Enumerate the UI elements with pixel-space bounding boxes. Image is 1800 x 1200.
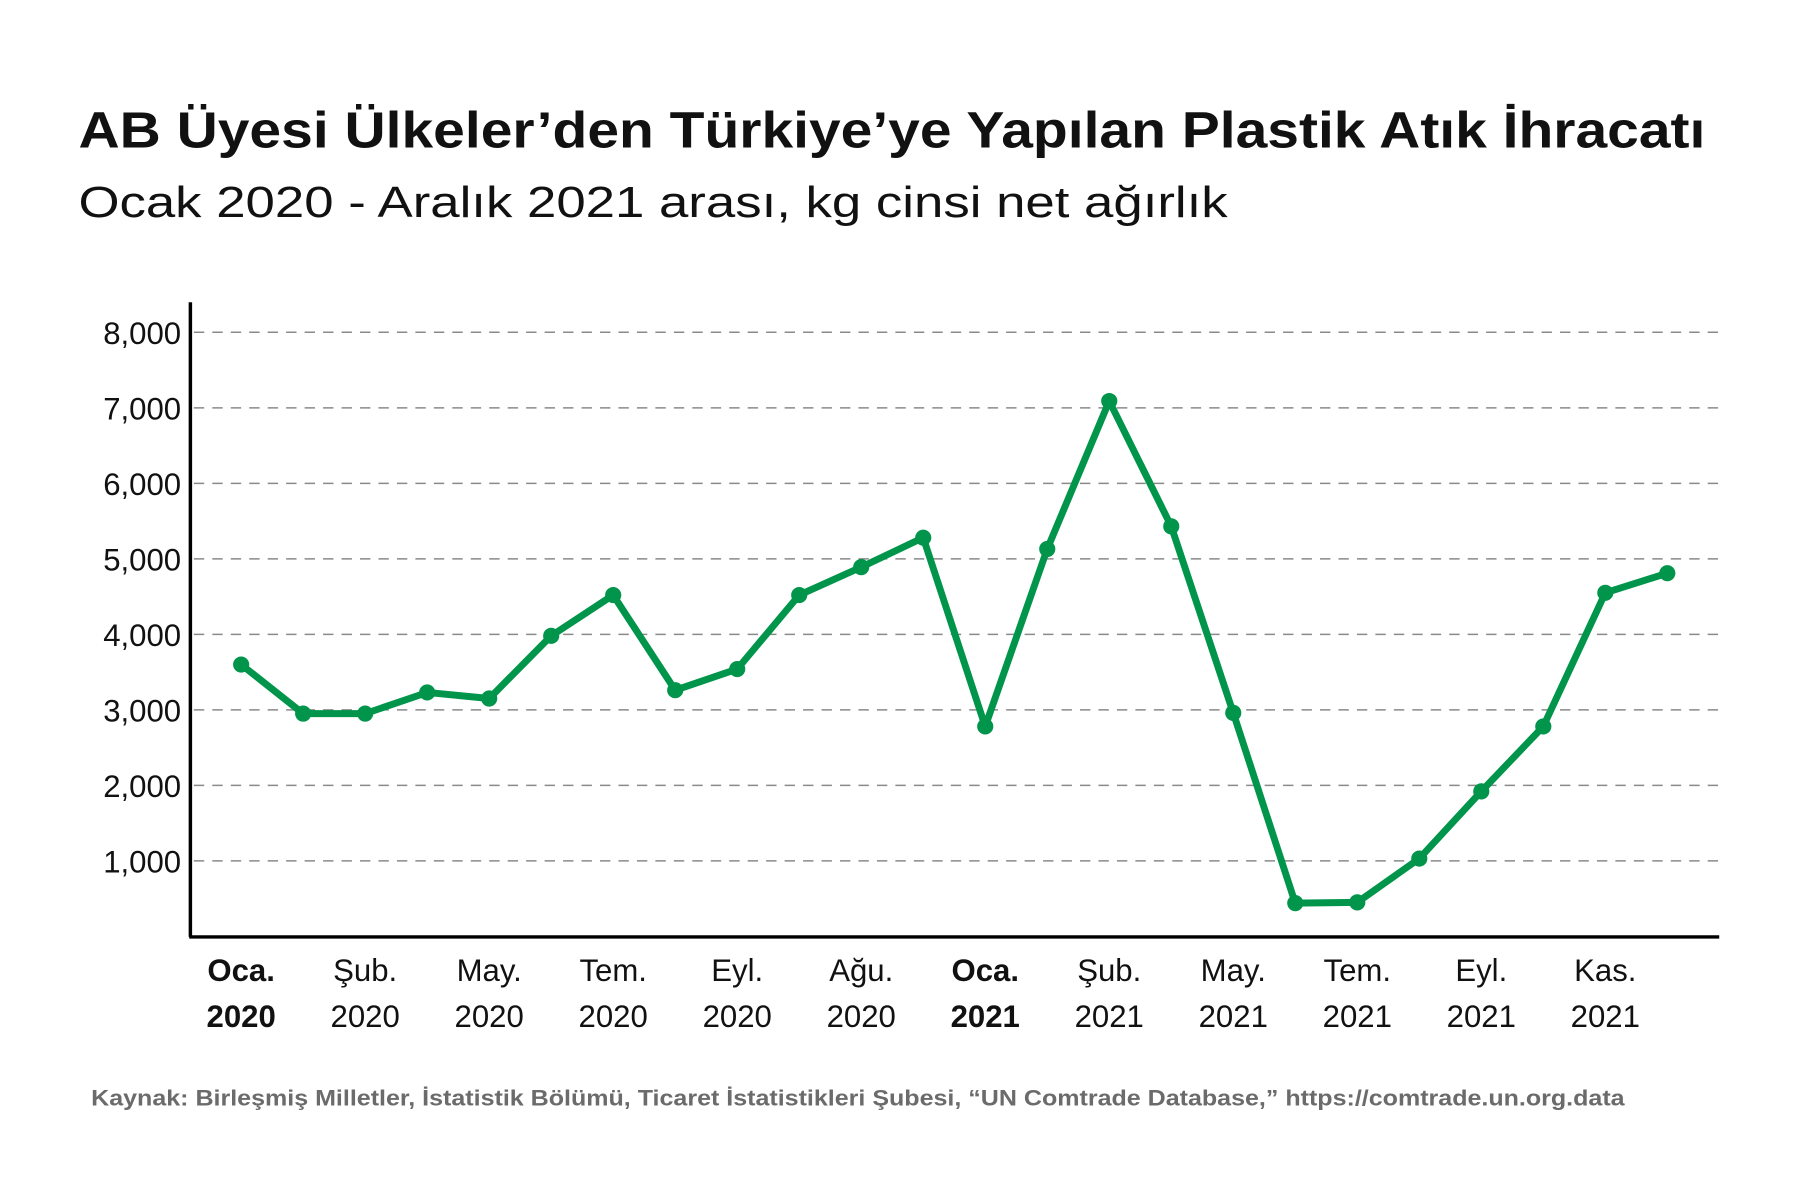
y-tick-label: 4,000 — [103, 618, 181, 653]
data-point — [1597, 584, 1614, 601]
x-tick-month: May. — [457, 953, 522, 988]
data-point — [1535, 718, 1552, 735]
y-tick-label: 3,000 — [103, 693, 181, 728]
data-points — [233, 392, 1676, 912]
y-axis-ticks: 1,000 2,000 3,000 4,000 5,000 6,000 7,000 8,000 — [103, 316, 181, 880]
x-tick-year: 2021 — [1323, 999, 1392, 1034]
data-point — [1225, 704, 1242, 721]
x-tick-year: 2021 — [1075, 999, 1144, 1034]
data-point — [977, 718, 994, 735]
data-point — [357, 705, 374, 722]
data-point — [1163, 518, 1180, 535]
x-tick-year: 2020 — [579, 999, 648, 1034]
chart-subtitle: Ocak 2020 - Aralık 2021 arası, kg cinsi … — [78, 178, 1227, 227]
x-tick-month: Oca. — [207, 953, 275, 988]
data-point — [295, 705, 312, 722]
x-tick-month: Şub. — [333, 953, 397, 988]
data-point — [729, 660, 746, 678]
y-tick-label: 5,000 — [103, 542, 181, 577]
data-point — [791, 586, 808, 604]
x-tick-year: 2020 — [827, 999, 896, 1034]
data-point — [915, 529, 932, 546]
data-point — [1473, 783, 1490, 800]
x-tick-year: 2020 — [207, 999, 276, 1034]
data-point — [1349, 894, 1366, 911]
x-tick-year: 2021 — [1571, 999, 1640, 1034]
x-tick-year: 2020 — [455, 999, 524, 1034]
data-point — [1659, 565, 1676, 582]
x-tick-month: Şub. — [1077, 953, 1141, 988]
chart-title: AB Üyesi Ülkeler’den Türkiye’ye Yapılan … — [78, 102, 1705, 159]
y-tick-label: 8,000 — [103, 316, 181, 351]
data-point — [419, 684, 436, 701]
y-tick-label: 1,000 — [103, 844, 181, 879]
data-point — [1287, 895, 1304, 912]
data-point — [853, 559, 870, 576]
x-axis-ticks: Oca. 2020 Şub. 2020 May. 2020 Tem. 2020 Eyl. 2020… — [207, 953, 1640, 1034]
x-tick-month: Oca. — [951, 953, 1019, 988]
data-point — [1101, 392, 1118, 410]
y-tick-label: 7,000 — [103, 391, 181, 426]
x-tick-month: Eyl. — [1455, 953, 1507, 988]
series-line — [239, 397, 1669, 907]
y-tick-label: 2,000 — [103, 769, 181, 804]
data-point — [233, 656, 250, 673]
x-tick-year: 2021 — [1199, 999, 1268, 1034]
x-tick-year: 2020 — [703, 999, 772, 1034]
x-tick-year: 2020 — [331, 999, 400, 1034]
x-tick-month: Kas. — [1574, 953, 1636, 988]
data-point — [543, 627, 560, 644]
x-tick-year: 2021 — [951, 999, 1020, 1034]
x-tick-month: Tem. — [579, 953, 646, 988]
data-point — [1039, 540, 1056, 558]
x-tick-month: Ağu. — [829, 953, 893, 988]
x-tick-month: Eyl. — [711, 953, 763, 988]
x-tick-month: May. — [1201, 953, 1266, 988]
source-note: Kaynak: Birleşmiş Milletler, İstatistik … — [91, 1085, 1625, 1110]
data-point — [667, 682, 684, 699]
x-tick-year: 2021 — [1447, 999, 1516, 1034]
y-tick-label: 6,000 — [103, 467, 181, 502]
data-point — [605, 586, 622, 604]
data-point — [1411, 850, 1428, 867]
data-point — [481, 690, 498, 707]
x-tick-month: Tem. — [1324, 953, 1391, 988]
